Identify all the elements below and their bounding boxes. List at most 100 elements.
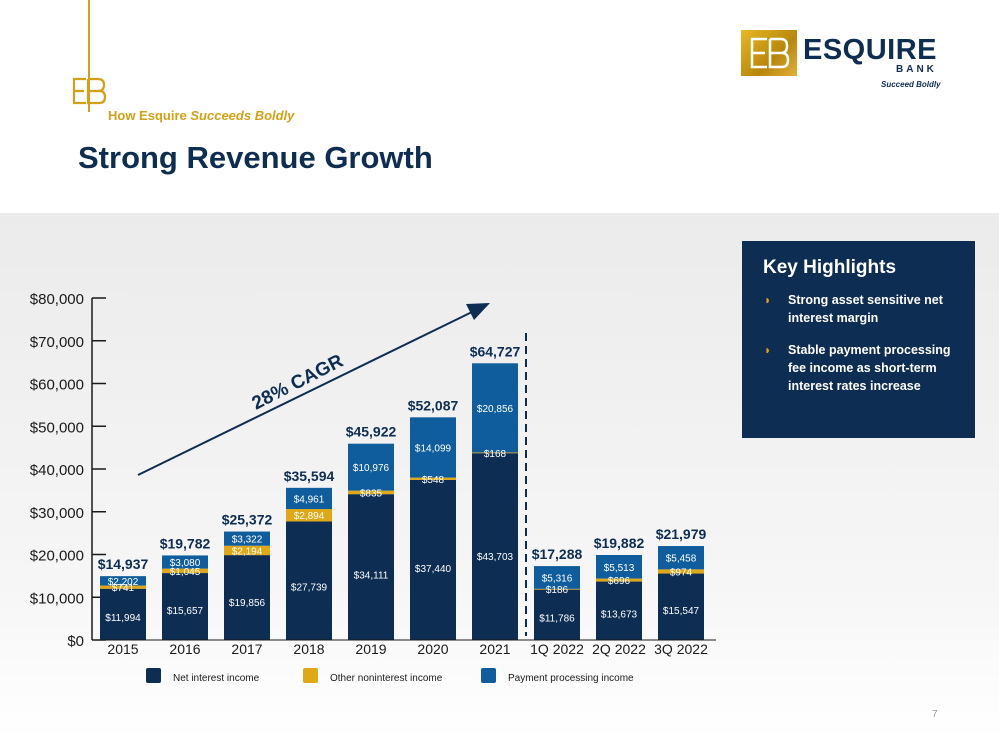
data-label-net-interest: $13,673 <box>601 610 638 621</box>
x-tick-label: 3Q 2022 <box>654 641 708 657</box>
data-label-payment-processing: $20,856 <box>477 404 514 415</box>
data-label-payment-processing: $10,976 <box>353 463 390 474</box>
x-tick-label: 2019 <box>355 641 386 657</box>
data-label-payment-processing: $14,099 <box>415 443 452 454</box>
cagr-annotation: 28% CAGR <box>249 351 347 415</box>
data-label-other-income: $696 <box>608 576 631 587</box>
x-tick-label: 2017 <box>231 641 262 657</box>
bar-segment <box>162 573 208 640</box>
bar-total-label: $19,882 <box>594 535 645 551</box>
page-title: Strong Revenue Growth <box>78 140 433 175</box>
data-label-other-income: $741 <box>112 583 135 594</box>
legend-label: Net interest income <box>173 673 260 684</box>
bullet-icon: ◗ <box>764 293 772 307</box>
highlight-text: Strong asset sensitive net interest marg… <box>788 293 943 325</box>
data-label-payment-processing: $5,513 <box>604 563 635 574</box>
data-label-payment-processing: $5,458 <box>666 554 697 565</box>
highlight-item: ◗ Stable payment processing fee income a… <box>764 341 958 395</box>
bar-segment <box>286 509 332 522</box>
key-highlights-title: Key Highlights <box>763 257 897 278</box>
bar-segment <box>224 531 270 546</box>
data-label-other-income: $186 <box>546 585 569 596</box>
logo-emblem <box>741 30 797 76</box>
bar-segment <box>348 490 394 495</box>
bar-segment <box>658 573 704 640</box>
bar-segment <box>348 443 394 491</box>
x-tick-label: 2015 <box>107 641 138 657</box>
x-tick-label: 2020 <box>417 641 448 657</box>
data-label-payment-processing: $4,961 <box>294 494 325 505</box>
x-tick-label: 2Q 2022 <box>592 641 646 657</box>
data-label-other-income: $548 <box>422 475 445 486</box>
y-tick-label: $60,000 <box>30 377 84 394</box>
bar-segment <box>224 555 270 640</box>
bar-segment <box>410 477 456 480</box>
bar-segment <box>658 569 704 574</box>
bar-total-label: $19,782 <box>160 535 211 551</box>
y-tick-label: $40,000 <box>30 462 84 479</box>
data-label-other-income: $1,045 <box>170 567 201 578</box>
x-tick-label: 2016 <box>169 641 200 657</box>
y-tick-label: $10,000 <box>30 590 84 607</box>
bar-total-label: $45,922 <box>346 424 397 440</box>
bar-segment <box>596 578 642 582</box>
bar-segment <box>534 588 580 590</box>
bar-segment <box>472 452 518 454</box>
cagr-arrow-head <box>466 303 490 320</box>
data-label-payment-processing: $3,322 <box>232 535 263 546</box>
bar-segment <box>410 479 456 640</box>
page-number: 7 <box>932 709 938 720</box>
legend-swatch <box>303 668 318 683</box>
legend-label: Payment processing income <box>508 673 634 684</box>
bar-total-label: $52,087 <box>408 397 459 413</box>
highlight-item: ◗ Strong asset sensitive net interest ma… <box>764 291 958 327</box>
bar-segment <box>348 494 394 640</box>
bar-segment <box>162 568 208 574</box>
y-tick-label: $80,000 <box>30 291 84 308</box>
bar-segment <box>472 363 518 453</box>
cagr-arrow-line <box>137 311 473 476</box>
logo-tagline: Succeed Boldly <box>881 80 941 89</box>
eb-monogram-icon <box>72 77 106 105</box>
header-accent-line <box>88 0 90 112</box>
bar-total-label: $64,727 <box>470 343 521 359</box>
bar-segment <box>596 555 642 579</box>
bar-total-label: $21,979 <box>656 526 707 542</box>
bar-segment <box>534 566 580 589</box>
bar-segment <box>534 589 580 640</box>
data-label-net-interest: $19,856 <box>229 598 266 609</box>
data-label-other-income: $2,194 <box>232 546 263 557</box>
bar-segment <box>286 487 332 510</box>
bar-segment <box>596 581 642 640</box>
data-label-payment-processing: $3,080 <box>170 558 201 569</box>
logo-bank-text: BANK <box>896 64 937 75</box>
bar-total-label: $25,372 <box>222 512 273 528</box>
bullet-icon: ◗ <box>764 343 772 357</box>
bar-segment <box>658 546 704 570</box>
bar-total-label: $35,594 <box>284 468 335 484</box>
data-label-net-interest: $37,440 <box>415 564 452 575</box>
data-label-net-interest: $43,703 <box>477 552 514 563</box>
legend-label: Other noninterest income <box>330 673 443 684</box>
bar-segment <box>162 555 208 569</box>
bar-segment <box>224 545 270 556</box>
data-label-other-income: $2,894 <box>294 511 325 522</box>
data-label-other-income: $168 <box>484 449 507 460</box>
bar-segment <box>410 417 456 478</box>
key-highlights-panel: Key Highlights ◗ Strong asset sensitive … <box>742 241 975 438</box>
section-subtitle: How Esquire Succeeds Boldly <box>108 108 294 123</box>
bar-segment <box>100 585 146 589</box>
legend-swatch <box>481 668 496 683</box>
bar-segment <box>472 453 518 640</box>
y-tick-label: $20,000 <box>30 548 84 565</box>
x-tick-label: 2021 <box>479 641 510 657</box>
x-tick-label: 1Q 2022 <box>530 641 584 657</box>
y-tick-label: $30,000 <box>30 505 84 522</box>
bar-segment <box>100 588 146 640</box>
subtitle-emphasis: Succeeds Boldly <box>190 108 295 123</box>
data-label-net-interest: $15,657 <box>167 606 204 617</box>
data-label-net-interest: $27,739 <box>291 583 328 594</box>
data-label-payment-processing: $5,316 <box>542 573 573 584</box>
bar-total-label: $14,937 <box>98 556 149 572</box>
